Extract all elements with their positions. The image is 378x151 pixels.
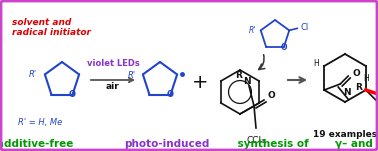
Text: H: H [313, 59, 319, 69]
Text: N: N [343, 88, 351, 97]
Text: R': R' [248, 26, 256, 35]
Text: R: R [355, 83, 362, 92]
Text: R' = H, Me: R' = H, Me [18, 118, 62, 127]
Text: γ– and: γ– and [335, 139, 377, 149]
Text: R: R [235, 72, 242, 80]
Text: R': R' [128, 71, 136, 80]
Text: radical initiator: radical initiator [12, 28, 91, 37]
Text: O: O [352, 69, 360, 79]
Text: air: air [106, 82, 120, 91]
Text: CCl₃: CCl₃ [246, 136, 265, 145]
Text: +: + [192, 72, 208, 92]
Text: H: H [363, 74, 369, 83]
Text: solvent and: solvent and [12, 18, 71, 27]
Text: O: O [167, 90, 174, 99]
Text: 19 examples: 19 examples [313, 130, 377, 139]
Text: synthesis of: synthesis of [234, 139, 313, 149]
Text: photo-induced: photo-induced [124, 139, 209, 149]
Text: O: O [69, 90, 76, 99]
Text: N: N [243, 77, 251, 87]
Text: O: O [280, 43, 287, 52]
Text: Catalyst- and additive-free: Catalyst- and additive-free [0, 139, 77, 149]
Text: O: O [268, 92, 276, 101]
Text: Cl: Cl [300, 23, 308, 32]
Text: violet LEDs: violet LEDs [87, 59, 139, 68]
Text: R': R' [29, 70, 37, 79]
